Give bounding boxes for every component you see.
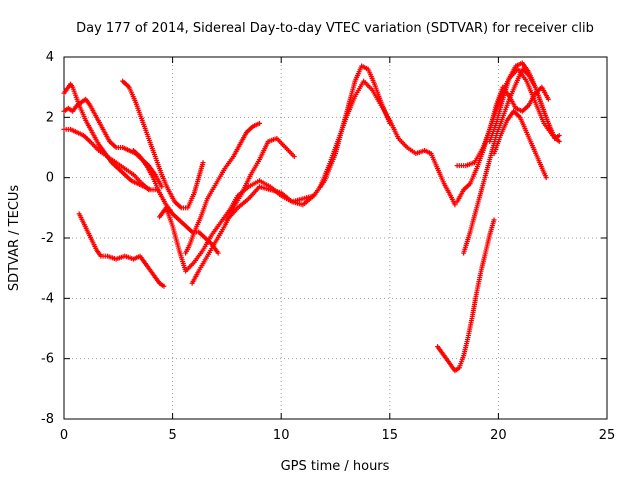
data-point (556, 138, 562, 144)
y-tick-label: -8 (41, 412, 54, 427)
x-tick-label: 10 (273, 428, 290, 443)
data-series (61, 60, 562, 374)
data-point (556, 132, 562, 138)
x-tick-label: 20 (490, 428, 507, 443)
data-point (215, 250, 221, 256)
x-tick-label: 25 (599, 428, 616, 443)
y-tick-label: 0 (46, 171, 54, 186)
y-axis-label: SDTVAR / TECUs (7, 185, 22, 292)
data-point (452, 202, 458, 208)
data-point (491, 217, 497, 223)
y-tick-label: -2 (41, 231, 54, 246)
data-point (543, 175, 549, 181)
series-track-e (120, 78, 206, 211)
data-point (291, 154, 297, 160)
series-track-c (61, 81, 160, 193)
data-point (161, 283, 167, 289)
x-tick-label: 5 (168, 428, 176, 443)
series-track-d (76, 211, 167, 289)
series-track-h (183, 120, 262, 256)
chart-title: Day 177 of 2014, Sidereal Day-to-day VTE… (76, 21, 594, 36)
y-tick-label: 2 (46, 110, 54, 125)
data-point (545, 96, 551, 102)
series-track-q (491, 108, 549, 181)
y-tick-label: -6 (41, 352, 54, 367)
x-tick-label: 15 (382, 428, 399, 443)
y-tick-label: -4 (41, 291, 54, 306)
x-axis-label: GPS time / hours (281, 459, 390, 474)
series-track-l (435, 217, 497, 374)
data-point (256, 120, 262, 126)
x-tick-label: 0 (60, 428, 68, 443)
tick-labels: 0 5 10 15 20 25 -8 -6 -4 -2 0 2 4 (41, 50, 615, 443)
axes (63, 56, 608, 420)
data-point (159, 184, 165, 190)
data-point (200, 160, 206, 166)
series-track-p (487, 60, 562, 144)
series-track-f (131, 148, 221, 256)
y-tick-label: 4 (46, 50, 54, 65)
series-track-k (317, 78, 458, 208)
